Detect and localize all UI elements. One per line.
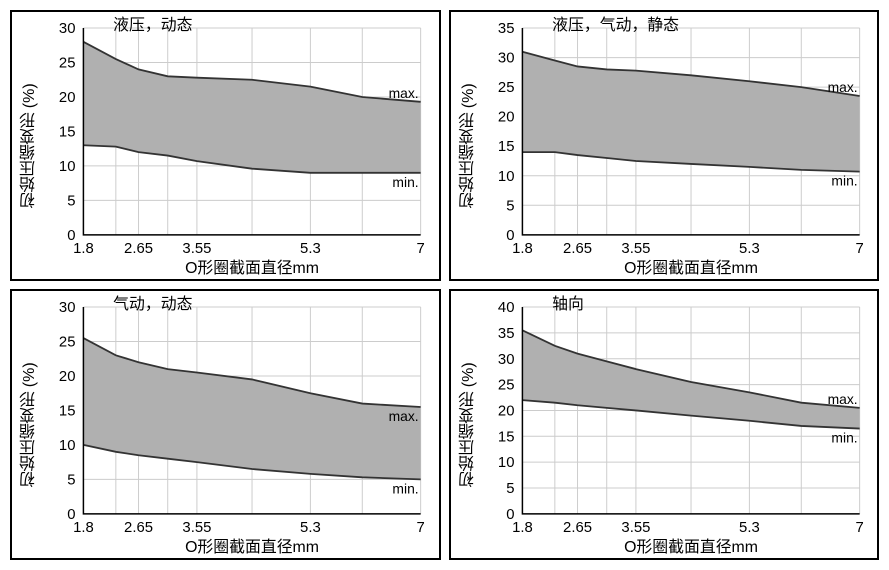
chart-title: 轴向 bbox=[552, 295, 584, 313]
x-axis-label: O形圈截面直径mm bbox=[624, 538, 758, 556]
y-tick-label: 15 bbox=[59, 123, 76, 140]
x-tick-label: 7 bbox=[855, 240, 863, 257]
y-tick-label: 30 bbox=[59, 20, 76, 37]
y-tick-label: 20 bbox=[497, 109, 514, 126]
x-tick-label: 1.8 bbox=[512, 519, 533, 536]
x-tick-label: 2.65 bbox=[124, 240, 153, 257]
y-axis-label: 初始压缩变形 (%) bbox=[18, 362, 42, 487]
y-tick-label: 5 bbox=[67, 471, 75, 488]
y-tick-label: 30 bbox=[497, 351, 514, 368]
x-tick-label: 1.8 bbox=[73, 519, 94, 536]
min-label: min. bbox=[831, 430, 857, 446]
x-tick-label: 2.65 bbox=[124, 519, 153, 536]
x-tick-label: 1.8 bbox=[73, 240, 94, 257]
chart-title: 气动，动态 bbox=[113, 295, 192, 313]
max-label: max. bbox=[827, 79, 857, 95]
y-tick-label: 10 bbox=[59, 437, 76, 454]
y-tick-label: 20 bbox=[497, 402, 514, 419]
chart-panel: 05101520253035401.82.653.555.37O形圈截面直径mm… bbox=[449, 289, 880, 560]
chart-panel: 0510152025301.82.653.555.37O形圈截面直径mm液压，动… bbox=[10, 10, 441, 281]
x-tick-label: 5.3 bbox=[739, 519, 760, 536]
x-tick-label: 7 bbox=[855, 519, 863, 536]
max-label: max. bbox=[389, 408, 419, 424]
min-label: min. bbox=[392, 174, 418, 190]
chart-panel: 0510152025301.82.653.555.37O形圈截面直径mm气动，动… bbox=[10, 289, 441, 560]
y-tick-label: 30 bbox=[59, 299, 76, 316]
x-tick-label: 7 bbox=[417, 240, 425, 257]
x-tick-label: 5.3 bbox=[300, 519, 321, 536]
y-tick-label: 20 bbox=[59, 368, 76, 385]
chart-title: 液压，动态 bbox=[113, 16, 192, 34]
y-tick-label: 10 bbox=[497, 168, 514, 185]
y-tick-label: 25 bbox=[59, 333, 76, 350]
y-axis-label: 初始压缩变形 (%) bbox=[457, 362, 481, 487]
x-tick-label: 3.55 bbox=[182, 240, 211, 257]
x-tick-label: 3.55 bbox=[621, 240, 650, 257]
y-tick-label: 25 bbox=[497, 377, 514, 394]
x-tick-label: 3.55 bbox=[621, 519, 650, 536]
max-label: max. bbox=[827, 391, 857, 407]
x-axis-label: O形圈截面直径mm bbox=[185, 259, 319, 277]
x-tick-label: 2.65 bbox=[563, 519, 592, 536]
x-tick-label: 2.65 bbox=[563, 240, 592, 257]
y-tick-label: 40 bbox=[497, 299, 514, 316]
max-label: max. bbox=[389, 85, 419, 101]
y-tick-label: 25 bbox=[59, 54, 76, 71]
y-tick-label: 30 bbox=[497, 50, 514, 67]
x-tick-label: 5.3 bbox=[300, 240, 321, 257]
x-tick-label: 1.8 bbox=[512, 240, 533, 257]
y-tick-label: 10 bbox=[59, 158, 76, 175]
y-tick-label: 5 bbox=[506, 480, 514, 497]
y-tick-label: 15 bbox=[497, 428, 514, 445]
x-axis-label: O形圈截面直径mm bbox=[185, 538, 319, 556]
x-axis-label: O形圈截面直径mm bbox=[624, 259, 758, 277]
y-axis-label: 初始压缩变形 (%) bbox=[18, 83, 42, 208]
x-tick-label: 7 bbox=[417, 519, 425, 536]
y-tick-label: 15 bbox=[59, 402, 76, 419]
min-label: min. bbox=[392, 480, 418, 496]
x-tick-label: 3.55 bbox=[182, 519, 211, 536]
chart-title: 液压，气动，静态 bbox=[552, 16, 679, 34]
y-tick-label: 35 bbox=[497, 325, 514, 342]
min-label: min. bbox=[831, 173, 857, 189]
y-tick-label: 25 bbox=[497, 79, 514, 96]
y-tick-label: 5 bbox=[506, 197, 514, 214]
y-tick-label: 15 bbox=[497, 138, 514, 155]
y-tick-label: 10 bbox=[497, 454, 514, 471]
chart-panel: 051015202530351.82.653.555.37O形圈截面直径mm液压… bbox=[449, 10, 880, 281]
y-axis-label: 初始压缩变形 (%) bbox=[457, 83, 481, 208]
x-tick-label: 5.3 bbox=[739, 240, 760, 257]
y-tick-label: 35 bbox=[497, 20, 514, 37]
y-tick-label: 5 bbox=[67, 192, 75, 209]
y-tick-label: 20 bbox=[59, 89, 76, 106]
